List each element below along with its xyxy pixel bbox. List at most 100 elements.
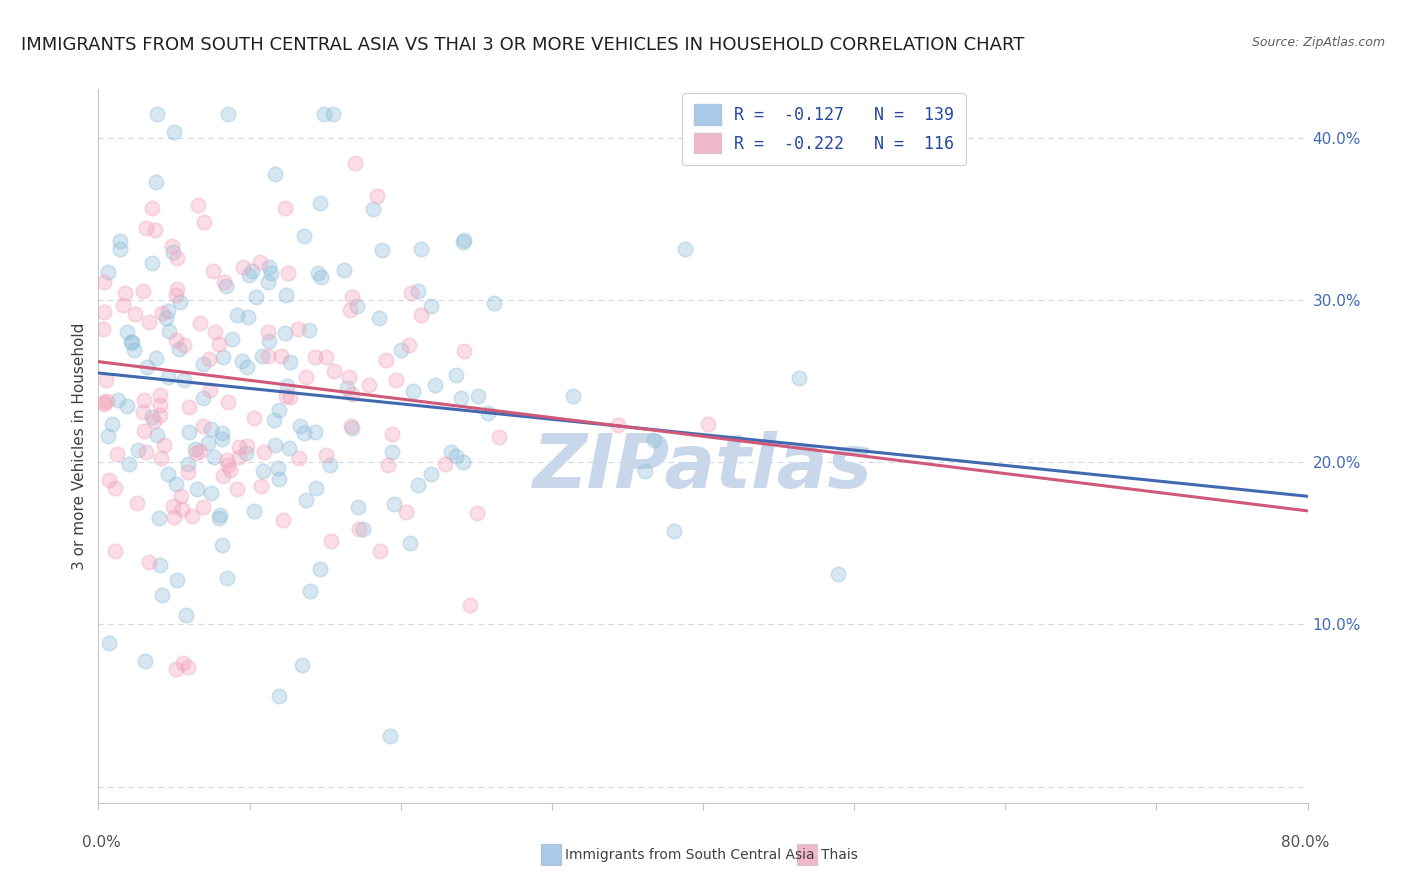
Point <box>269 472 291 486</box>
Point <box>209 508 232 522</box>
Point <box>150 306 173 320</box>
Point <box>420 299 443 313</box>
Point <box>211 350 233 364</box>
Point <box>243 504 266 518</box>
Point <box>184 442 207 457</box>
Point <box>198 384 221 398</box>
Point <box>406 478 429 492</box>
Point <box>423 378 446 392</box>
Point <box>308 196 330 211</box>
Point <box>177 458 200 472</box>
Point <box>232 260 254 274</box>
Point <box>359 378 381 392</box>
Point <box>191 391 214 405</box>
Point <box>191 419 214 434</box>
Point <box>150 450 173 465</box>
Point <box>149 387 172 401</box>
Point <box>342 290 364 304</box>
Point <box>122 343 145 357</box>
Point <box>444 449 467 463</box>
Point <box>217 395 239 409</box>
Point <box>163 125 186 139</box>
Point <box>215 279 238 293</box>
Text: 0.0%: 0.0% <box>82 836 121 850</box>
Point <box>340 419 363 434</box>
Point <box>309 270 332 285</box>
Point <box>156 304 179 318</box>
Point <box>562 389 585 403</box>
Point <box>381 427 404 442</box>
Point <box>361 202 384 216</box>
Point <box>433 458 456 472</box>
Point <box>420 467 443 482</box>
Point <box>482 295 505 310</box>
Point <box>177 660 200 674</box>
Point <box>295 493 318 508</box>
Point <box>252 464 274 478</box>
Point <box>146 106 169 120</box>
Point <box>145 351 167 366</box>
Point <box>184 445 207 459</box>
Point <box>292 425 315 440</box>
Point <box>347 500 370 514</box>
Point <box>257 275 280 289</box>
Point <box>204 450 226 465</box>
Point <box>322 106 344 120</box>
Point <box>93 275 115 289</box>
Point <box>157 324 180 338</box>
Point <box>488 430 510 444</box>
Point <box>634 464 657 478</box>
Point <box>211 425 233 440</box>
Point <box>172 657 194 671</box>
Point <box>827 567 849 582</box>
Point <box>257 349 280 363</box>
Point <box>207 337 229 351</box>
Point <box>186 483 208 497</box>
Point <box>344 156 367 170</box>
Point <box>166 282 188 296</box>
Text: Source: ZipAtlas.com: Source: ZipAtlas.com <box>1251 36 1385 49</box>
Point <box>336 381 359 395</box>
Point <box>97 265 120 279</box>
Point <box>155 310 177 325</box>
Point <box>298 583 321 598</box>
Point <box>304 425 326 440</box>
Point <box>450 392 472 406</box>
Text: ZIPatlas: ZIPatlas <box>533 431 873 504</box>
Point <box>249 254 271 268</box>
Point <box>276 389 298 403</box>
Point <box>398 337 420 351</box>
Point <box>177 465 200 479</box>
Point <box>107 392 129 407</box>
Point <box>288 419 311 434</box>
Point <box>287 322 309 336</box>
Point <box>93 395 115 409</box>
Point <box>467 506 489 520</box>
Point <box>135 445 157 459</box>
Point <box>271 512 294 526</box>
Point <box>97 474 120 488</box>
Point <box>124 307 146 321</box>
Point <box>217 571 239 585</box>
Point <box>298 323 321 337</box>
Point <box>453 343 475 358</box>
Point <box>250 479 273 493</box>
Point <box>323 364 346 378</box>
Point <box>274 201 297 215</box>
Point <box>340 387 363 401</box>
Point <box>160 239 183 253</box>
Point <box>787 371 810 385</box>
Point <box>253 445 276 459</box>
Point <box>451 235 474 249</box>
Point <box>267 460 290 475</box>
Point <box>118 457 141 471</box>
Point <box>149 408 172 422</box>
Point <box>141 410 163 425</box>
Point <box>378 729 401 743</box>
Point <box>141 201 163 215</box>
Point <box>104 544 127 558</box>
Point <box>399 536 422 550</box>
Point <box>367 311 389 326</box>
Point <box>187 198 209 212</box>
Point <box>411 308 433 322</box>
